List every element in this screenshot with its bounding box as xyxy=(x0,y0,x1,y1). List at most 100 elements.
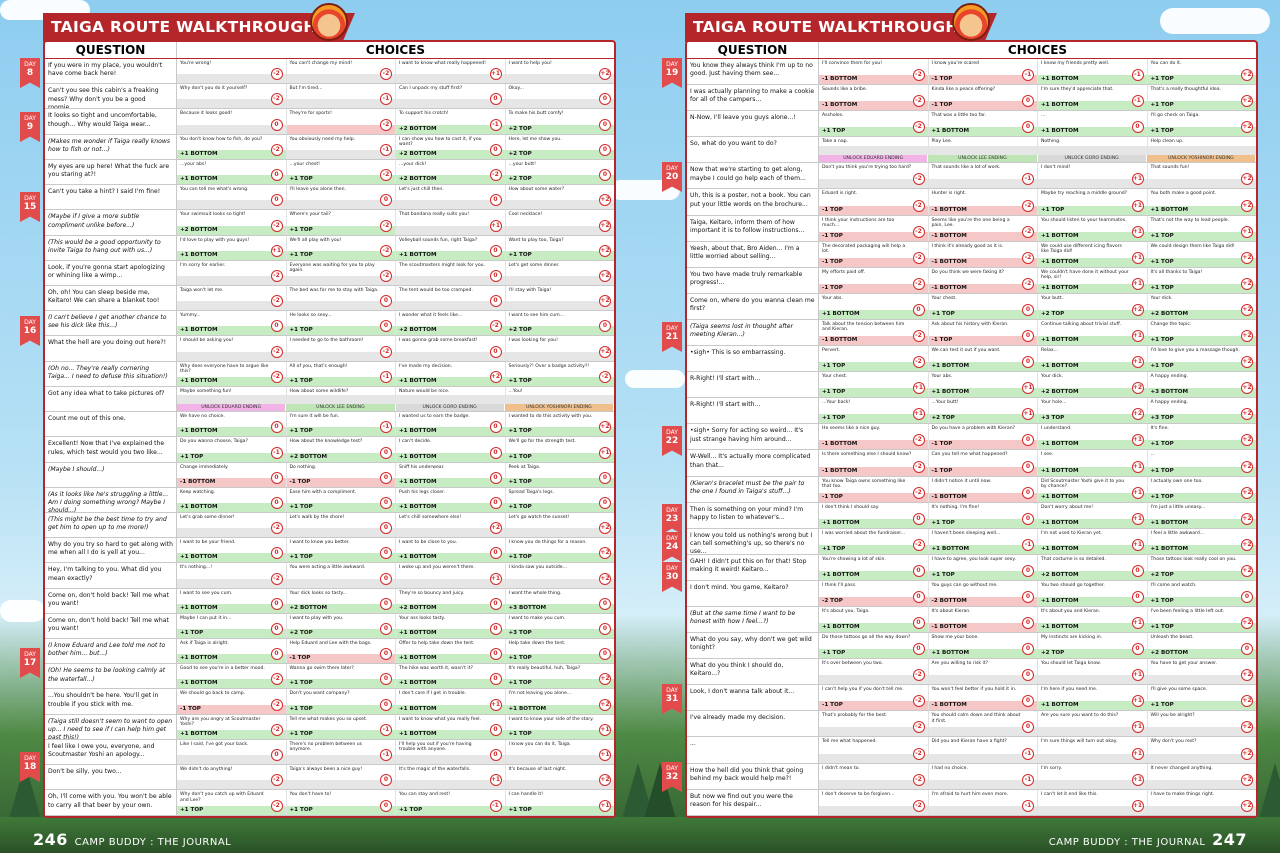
choice-cell[interactable]: It's really beautiful, huh, Taiga? +1 TOP… xyxy=(505,664,614,689)
choice-cell[interactable]: Do you wanna choose, Taiga? +1 TOP -1 xyxy=(177,437,287,462)
choice-cell[interactable]: I can't decide. +1 BOTTOM 0 xyxy=(396,437,506,462)
choice-cell[interactable]: Your dick looks so tasty... +2 BOTTOM 0 xyxy=(286,588,396,613)
choice-cell[interactable]: I had no choice. -1 xyxy=(928,763,1038,789)
choice-cell[interactable]: Nature would be nice. xyxy=(396,386,506,405)
choice-cell[interactable]: How about the knowledge test? +2 BOTTOM 0 xyxy=(286,437,396,462)
choice-cell[interactable]: Maybe I can put it in... +1 TOP 0 xyxy=(177,613,287,639)
choice-cell[interactable]: Want to play too, Taiga? +1 TOP +2 xyxy=(505,236,614,260)
choice-cell[interactable]: Will you be alright? +2 xyxy=(1147,711,1256,737)
choice-cell[interactable]: He looks so sexy... +1 TOP 0 xyxy=(286,311,396,336)
choice-cell[interactable]: Your abs. +1 BOTTOM 0 xyxy=(819,293,929,319)
choice-cell[interactable]: ...You! xyxy=(505,387,614,405)
choice-cell[interactable]: How about some water? +2 xyxy=(505,185,614,210)
choice-cell[interactable]: I've made my decision. +1 BOTTOM +2 xyxy=(396,361,506,386)
choice-cell[interactable]: I can handle it! +1 TOP +1 xyxy=(505,790,614,815)
choice-cell[interactable]: Don't you want company? +1 TOP 0 xyxy=(286,689,396,714)
choice-cell[interactable]: You have to get your answer. +2 xyxy=(1147,659,1256,685)
choice-cell[interactable]: Hunter is right. -1 BOTTOM -2 xyxy=(928,189,1038,215)
choice-cell[interactable]: It's about Kieran. -1 BOTTOM 0 xyxy=(928,606,1038,633)
choice-cell[interactable]: Eduard is right. -1 TOP -2 xyxy=(819,189,929,215)
choice-cell[interactable]: I want to know what really happened! +1 xyxy=(396,59,506,84)
choice-cell[interactable]: Sounds like a bribe. -1 BOTTOM -2 xyxy=(819,85,929,111)
choice-cell[interactable]: The decorated packaging will help a lot.… xyxy=(819,241,929,267)
choice-cell[interactable]: That's not the way to lead people. +1 TOP… xyxy=(1147,216,1256,241)
choice-cell[interactable]: I wanted us to earn the badge. +1 BOTTOM 0 xyxy=(396,412,506,437)
choice-cell[interactable]: Your abs. +1 BOTTOM +1 xyxy=(928,372,1038,398)
choice-cell[interactable]: Tell me what makes you so upset. +1 TOP -1 xyxy=(286,714,396,739)
choice-cell[interactable]: I'll come and watch. +1 TOP 0 xyxy=(1147,581,1256,606)
choice-cell[interactable]: You're showing a lot of skin. +1 BOTTOM 0 xyxy=(819,554,929,580)
choice-cell[interactable]: You don't have to! +1 TOP 0 xyxy=(286,790,396,815)
choice-cell[interactable]: Assholes. +1 TOP -2 xyxy=(819,111,929,137)
choice-cell[interactable]: I was gonna grab some breakfast! 0 xyxy=(396,336,506,361)
choice-cell[interactable]: ...Your back! +1 TOP +1 xyxy=(819,398,929,424)
choice-cell[interactable]: To support his crotch! +2 BOTTOM -1 xyxy=(396,109,506,134)
choice-cell[interactable]: That costume is so detailed. +2 BOTTOM 0 xyxy=(1038,554,1148,580)
choice-cell[interactable]: Nothing. xyxy=(1038,137,1148,156)
choice-cell[interactable]: Did you and Kieran have a fight? -1 xyxy=(928,737,1038,763)
choice-cell[interactable]: I'm sorry. +1 xyxy=(1038,763,1148,789)
choice-cell[interactable]: I want the whole thing. +3 BOTTOM 0 xyxy=(505,589,614,613)
choice-cell[interactable]: I think it's already good as it is. -1 BO… xyxy=(928,241,1038,267)
choice-cell[interactable]: Your ass looks tasty. +1 BOTTOM 0 xyxy=(396,613,506,639)
choice-cell[interactable]: Do those tattoos go all the way down? +1 … xyxy=(819,633,929,659)
choice-cell[interactable]: I didn't mean to. -2 xyxy=(819,763,929,789)
choice-cell[interactable]: Do nothing. -1 TOP 0 xyxy=(286,462,396,487)
choice-cell[interactable]: I know you can do it, Taiga. +1 xyxy=(505,740,614,765)
choice-cell[interactable]: Help take down the tent. +1 TOP 0 xyxy=(505,639,614,664)
choice-cell[interactable]: You know Taiga owns something like that … xyxy=(819,476,929,502)
choice-cell[interactable]: You won't feel better if you hold it in.… xyxy=(928,685,1038,711)
choice-cell[interactable]: We could design them like Taiga did! +1 T… xyxy=(1147,242,1256,267)
choice-cell[interactable]: Unleash the beast. +2 BOTTOM 0 xyxy=(1147,633,1256,659)
choice-cell[interactable]: I'm afraid to hurt him even more. -1 xyxy=(928,789,1038,815)
choice-cell[interactable]: Yummy... +1 BOTTOM 0 xyxy=(177,311,287,336)
choice-cell[interactable]: Seriously?! Over a badge activity?! +1 TO… xyxy=(505,362,614,386)
choice-cell[interactable]: They're so bouncy and juicy. +2 BOTTOM 0 xyxy=(396,588,506,613)
choice-cell[interactable]: Let's walk by the shore! 0 xyxy=(286,512,396,538)
choice-cell[interactable]: You should listen to your teammates. +1 B… xyxy=(1038,215,1148,241)
choice-cell[interactable]: Taiga's always been a nice guy! 0 xyxy=(286,765,396,790)
choice-cell[interactable]: I'm here if you need me. +1 BOTTOM +1 xyxy=(1038,685,1148,711)
choice-cell[interactable]: Good to see you're in a better mood. +1 B… xyxy=(177,664,287,689)
choice-cell[interactable]: It's the magic of the waterfalls. +1 xyxy=(396,765,506,790)
choice-cell[interactable]: That sounds like a lot of work. -1 xyxy=(928,163,1038,189)
choice-cell[interactable]: I've been feeling a little left out. +1 T… xyxy=(1147,607,1256,633)
choice-cell[interactable]: That's probably for the best. -2 xyxy=(819,711,929,737)
choice-cell[interactable]: Is there something else I should know? -1… xyxy=(819,450,929,476)
choice-cell[interactable]: Sniff his underwear. +1 BOTTOM 0 xyxy=(396,462,506,487)
choice-cell[interactable]: I want to be close to you. +1 BOTTOM 0 xyxy=(396,538,506,563)
choice-cell[interactable]: I understand. +1 BOTTOM +1 xyxy=(1038,424,1148,450)
choice-cell[interactable]: We didn't do anything! -2 xyxy=(177,765,287,790)
choice-cell[interactable]: You can stay and rest! +1 TOP -1 xyxy=(396,790,506,815)
choice-cell[interactable]: Kinda like a peace offering? -1 TOP 0 xyxy=(928,85,1038,111)
choice-cell[interactable]: Continue talking about trivial stuff. +1 … xyxy=(1038,319,1148,346)
choice-cell[interactable]: I can't let it end like this. +1 xyxy=(1038,789,1148,815)
choice-cell[interactable]: Those tattoos look really cool on you. +2… xyxy=(1147,555,1256,580)
choice-cell[interactable]: Did Scoutmaster Yoshi give it to you by … xyxy=(1038,476,1148,502)
choice-cell[interactable]: Why are you angry at Scoutmaster Yoshi? +… xyxy=(177,714,287,739)
choice-cell[interactable]: The tent would be too cramped. 0 xyxy=(396,285,506,311)
choice-cell[interactable]: It's nothing. I'm fine! +1 TOP 0 xyxy=(928,502,1038,528)
choice-cell[interactable]: Like I said, I've got your back. 0 xyxy=(177,739,287,765)
choice-cell[interactable]: I didn't notice it until now. -1 BOTTOM 0 xyxy=(928,476,1038,502)
choice-cell[interactable]: We couldn't have done it without your he… xyxy=(1038,267,1148,293)
choice-cell[interactable]: Do you have a problem with Kieran? -1 TOP… xyxy=(928,424,1038,450)
choice-cell[interactable]: It's all thanks to Taiga! +1 TOP +2 xyxy=(1147,268,1256,293)
choice-cell[interactable]: Why don't you rest? +2 xyxy=(1147,737,1256,763)
choice-cell[interactable]: Don't you think you're trying too hard? -… xyxy=(819,163,929,189)
choice-cell[interactable]: I have to make things right. +2 xyxy=(1147,790,1256,815)
choice-cell[interactable]: I want to know you better. +1 TOP 0 xyxy=(286,538,396,563)
choice-cell[interactable]: It's about you, Taiga. +1 BOTTOM 0 xyxy=(819,606,929,633)
choice-cell[interactable]: I want to know your side of the story. +1… xyxy=(505,715,614,739)
choice-cell[interactable]: My efforts paid off. -1 TOP -2 xyxy=(819,267,929,293)
choice-cell[interactable]: I was worried about the fundraiser... +1 … xyxy=(819,528,929,554)
choice-cell[interactable]: Seems like you're the one being a pain, … xyxy=(928,215,1038,241)
choice-cell[interactable]: Why don't you do it yourself? -2 xyxy=(177,84,287,109)
choice-cell[interactable]: Show me your bone. +1 BOTTOM 0 xyxy=(928,633,1038,659)
choice-cell[interactable]: Are you willing to risk it? 0 xyxy=(928,659,1038,685)
choice-cell[interactable]: I want to see you cum. +1 BOTTOM 0 xyxy=(177,588,287,613)
choice-cell[interactable]: Tell me what happened. -2 xyxy=(819,737,929,763)
choice-cell[interactable]: To make his butt comfy! +2 TOP 0 xyxy=(505,109,614,134)
choice-cell[interactable]: Can I unpack my stuff first? 0 xyxy=(396,84,506,109)
choice-cell[interactable]: Keep watching. +1 BOTTOM 0 xyxy=(177,487,287,512)
